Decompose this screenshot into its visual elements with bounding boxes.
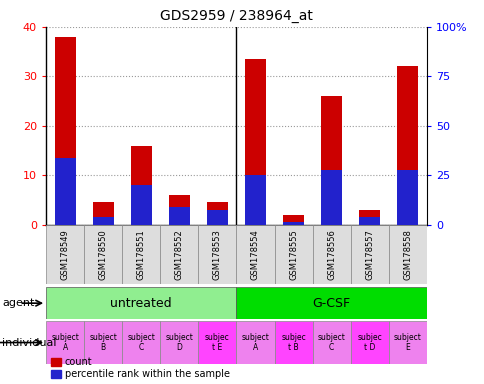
FancyBboxPatch shape bbox=[122, 321, 160, 364]
Bar bbox=[207, 202, 227, 225]
Bar bbox=[168, 195, 189, 225]
Bar bbox=[359, 217, 379, 225]
Bar bbox=[55, 158, 76, 225]
Bar bbox=[131, 185, 151, 225]
Bar bbox=[283, 215, 303, 225]
Title: GDS2959 / 238964_at: GDS2959 / 238964_at bbox=[160, 9, 312, 23]
Text: subject
C: subject C bbox=[317, 333, 345, 352]
Text: GSM178550: GSM178550 bbox=[98, 229, 107, 280]
Text: GSM178553: GSM178553 bbox=[212, 229, 222, 280]
Text: GSM178557: GSM178557 bbox=[364, 229, 374, 280]
Bar bbox=[92, 202, 113, 225]
FancyBboxPatch shape bbox=[122, 225, 160, 284]
Text: G-CSF: G-CSF bbox=[312, 297, 350, 310]
FancyBboxPatch shape bbox=[350, 321, 388, 364]
FancyBboxPatch shape bbox=[160, 225, 198, 284]
FancyBboxPatch shape bbox=[350, 225, 388, 284]
FancyBboxPatch shape bbox=[388, 225, 426, 284]
Text: subject
E: subject E bbox=[393, 333, 421, 352]
Bar bbox=[131, 146, 151, 225]
Text: subject
C: subject C bbox=[127, 333, 155, 352]
Text: subject
D: subject D bbox=[165, 333, 193, 352]
Text: GSM178556: GSM178556 bbox=[326, 229, 335, 280]
Bar bbox=[168, 207, 189, 225]
Bar bbox=[283, 222, 303, 225]
Bar bbox=[396, 170, 417, 225]
FancyBboxPatch shape bbox=[274, 225, 312, 284]
FancyBboxPatch shape bbox=[236, 225, 274, 284]
Bar bbox=[320, 96, 341, 225]
Text: untreated: untreated bbox=[110, 297, 172, 310]
FancyBboxPatch shape bbox=[236, 287, 426, 319]
FancyBboxPatch shape bbox=[46, 225, 84, 284]
Bar bbox=[207, 210, 227, 225]
FancyBboxPatch shape bbox=[84, 321, 122, 364]
FancyBboxPatch shape bbox=[198, 225, 236, 284]
Text: individual: individual bbox=[2, 338, 57, 348]
Bar bbox=[244, 59, 265, 225]
FancyBboxPatch shape bbox=[274, 321, 312, 364]
Bar bbox=[396, 66, 417, 225]
Bar bbox=[92, 217, 113, 225]
Text: GSM178558: GSM178558 bbox=[402, 229, 411, 280]
Bar bbox=[320, 170, 341, 225]
FancyBboxPatch shape bbox=[46, 321, 84, 364]
FancyBboxPatch shape bbox=[198, 321, 236, 364]
Bar bbox=[244, 175, 265, 225]
Text: subjec
t E: subjec t E bbox=[205, 333, 229, 352]
FancyBboxPatch shape bbox=[46, 287, 236, 319]
Text: subjec
t B: subjec t B bbox=[281, 333, 305, 352]
Text: GSM178549: GSM178549 bbox=[60, 229, 70, 280]
Text: GSM178551: GSM178551 bbox=[136, 229, 146, 280]
Bar bbox=[55, 37, 76, 225]
FancyBboxPatch shape bbox=[236, 321, 274, 364]
Text: subjec
t D: subjec t D bbox=[357, 333, 381, 352]
Bar bbox=[359, 210, 379, 225]
Text: GSM178555: GSM178555 bbox=[288, 229, 298, 280]
Text: subject
B: subject B bbox=[89, 333, 117, 352]
Text: GSM178554: GSM178554 bbox=[250, 229, 259, 280]
FancyBboxPatch shape bbox=[160, 321, 198, 364]
Text: GSM178552: GSM178552 bbox=[174, 229, 183, 280]
Text: agent: agent bbox=[2, 298, 35, 308]
Legend: count, percentile rank within the sample: count, percentile rank within the sample bbox=[51, 357, 229, 379]
FancyBboxPatch shape bbox=[312, 321, 350, 364]
Text: subject
A: subject A bbox=[241, 333, 269, 352]
FancyBboxPatch shape bbox=[312, 225, 350, 284]
FancyBboxPatch shape bbox=[388, 321, 426, 364]
FancyBboxPatch shape bbox=[84, 225, 122, 284]
Text: subject
A: subject A bbox=[51, 333, 79, 352]
